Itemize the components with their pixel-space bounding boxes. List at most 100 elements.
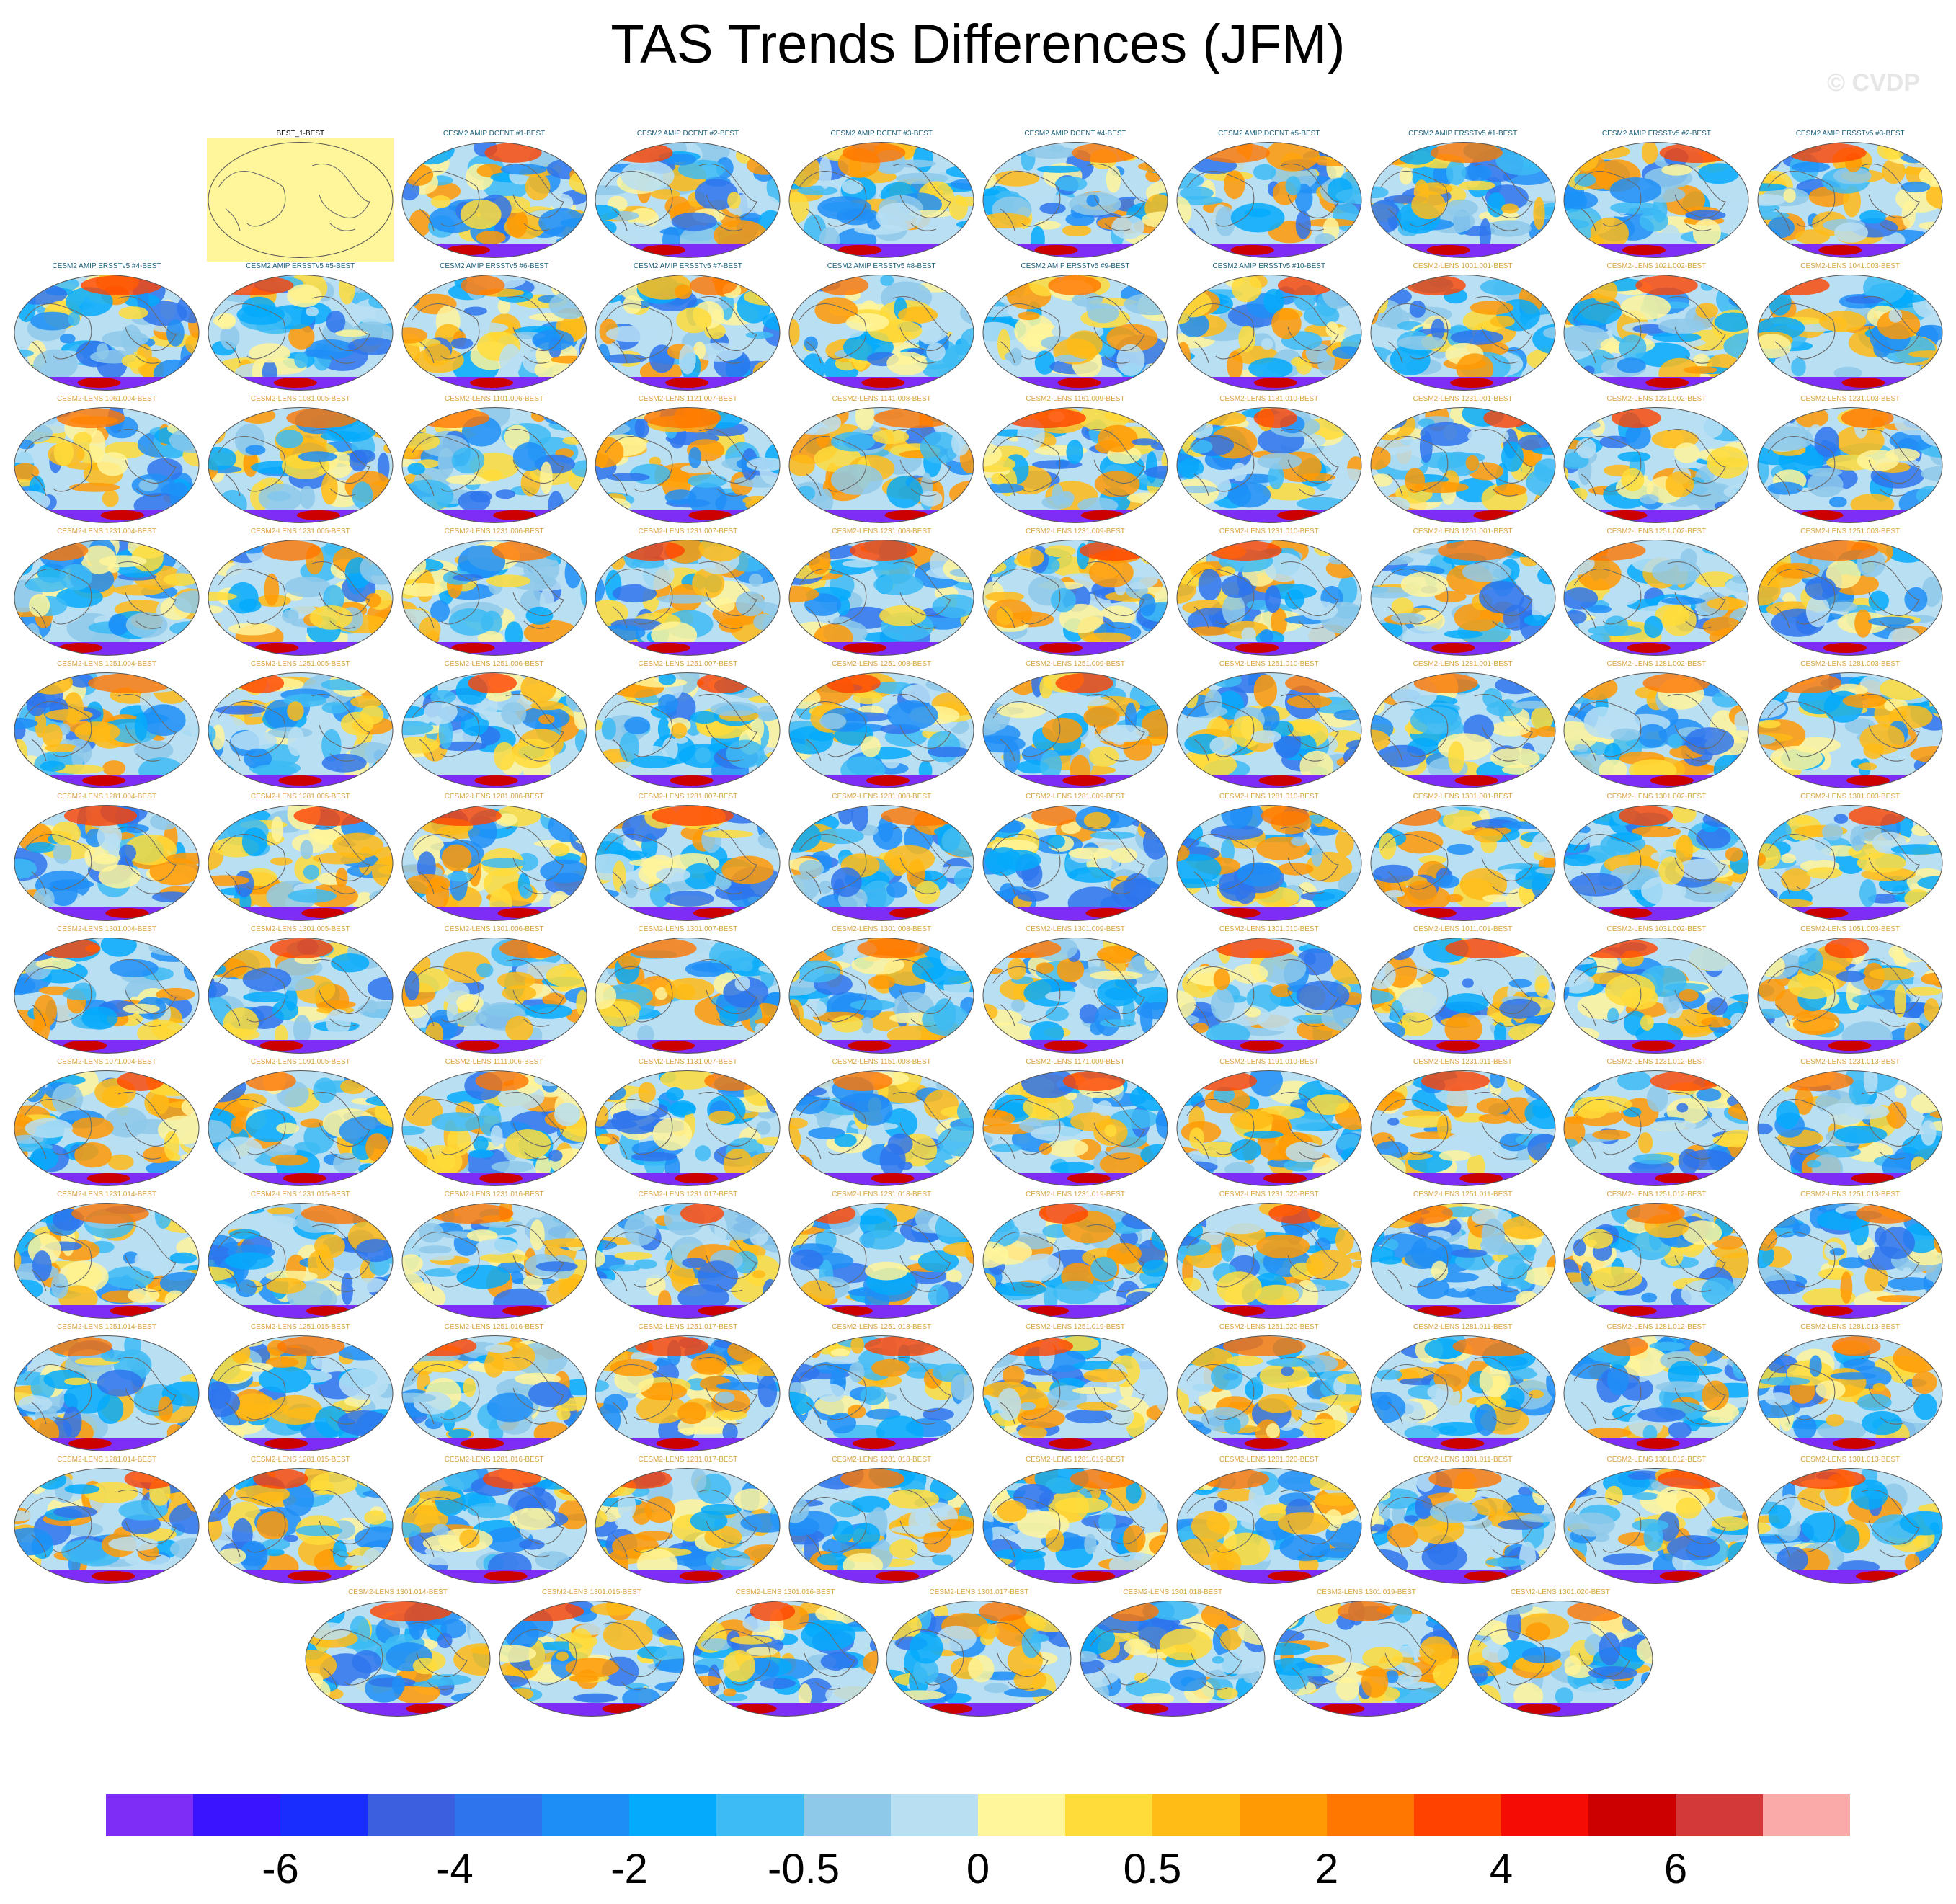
global-map — [595, 407, 781, 523]
global-map — [401, 540, 587, 656]
panel-title: CESM2-LENS 1001.001-BEST — [1413, 262, 1513, 270]
map-panel: CESM2-LENS 1171.009-BEST — [979, 1058, 1172, 1191]
global-map — [14, 1335, 200, 1451]
global-map — [1563, 672, 1749, 788]
map-panel: CESM2-LENS 1231.020-BEST — [1173, 1191, 1366, 1324]
global-map — [982, 672, 1168, 788]
global-map — [14, 407, 200, 523]
global-map — [1563, 1203, 1749, 1319]
panel-title: CESM2-LENS 1281.015-BEST — [250, 1456, 350, 1464]
panel-title: CESM2-LENS 1081.005-BEST — [250, 395, 350, 403]
global-map — [1176, 1335, 1362, 1451]
map-panel: CESM2-LENS 1251.019-BEST — [979, 1323, 1172, 1456]
colorbar — [106, 1794, 1850, 1836]
panel-title: CESM2-LENS 1231.014-BEST — [57, 1191, 156, 1198]
global-map — [1176, 672, 1362, 788]
panel-title: CESM2-LENS 1251.019-BEST — [1026, 1323, 1125, 1331]
global-map — [595, 275, 781, 391]
global-map — [982, 1335, 1168, 1451]
map-panel: CESM2-LENS 1111.006-BEST — [398, 1058, 591, 1191]
map-panel: CESM2 AMIP ERSSTv5 #6-BEST — [398, 262, 591, 396]
global-map — [982, 1203, 1168, 1319]
map-panel: CESM2-LENS 1251.020-BEST — [1173, 1323, 1366, 1456]
global-map — [1176, 142, 1362, 258]
panel-title: CESM2-LENS 1281.003-BEST — [1800, 660, 1901, 668]
global-map — [595, 805, 781, 921]
map-panel: CESM2-LENS 1081.005-BEST — [204, 395, 397, 528]
panel-title: CESM2-LENS 1281.009-BEST — [1026, 793, 1125, 801]
panel-title: CESM2-LENS 1231.013-BEST — [1800, 1058, 1901, 1066]
global-map — [401, 1203, 587, 1319]
colorbar-labels: -6 -4 -2 -0.5 0 0.5 2 4 6 — [0, 1845, 1956, 1903]
map-panel: CESM2-LENS 1231.010-BEST — [1173, 528, 1366, 661]
global-map — [788, 142, 974, 258]
map-panel: CESM2-LENS 1281.001-BEST — [1366, 660, 1560, 793]
panel-title: CESM2-LENS 1251.015-BEST — [250, 1323, 350, 1331]
map-panel: CESM2-LENS 1231.012-BEST — [1560, 1058, 1753, 1191]
map-panel: CESM2-LENS 1231.002-BEST — [1560, 395, 1753, 528]
map-panel: CESM2 AMIP ERSSTv5 #1-BEST — [1366, 130, 1560, 263]
map-panel: CESM2-LENS 1281.012-BEST — [1560, 1323, 1753, 1456]
global-map — [1176, 275, 1362, 391]
panel-title: CESM2-LENS 1251.013-BEST — [1800, 1191, 1901, 1198]
panel-title: CESM2-LENS 1301.015-BEST — [541, 1588, 641, 1596]
panel-title: CESM2-LENS 1281.013-BEST — [1800, 1323, 1901, 1331]
panel-title: CESM2-LENS 1151.008-BEST — [832, 1058, 931, 1066]
global-map — [595, 1203, 781, 1319]
map-panel: CESM2-LENS 1041.003-BEST — [1753, 262, 1947, 396]
panel-title: CESM2-LENS 1231.006-BEST — [444, 528, 544, 535]
global-map — [1757, 142, 1943, 258]
panel-title: CESM2-LENS 1251.001-BEST — [1413, 528, 1513, 535]
global-map — [595, 1468, 781, 1584]
panel-title: CESM2 AMIP DCENT #3-BEST — [830, 130, 933, 138]
panel-title: CESM2 AMIP ERSSTv5 #2-BEST — [1601, 130, 1711, 138]
panel-title: CESM2-LENS 1301.016-BEST — [735, 1588, 835, 1596]
colorbar-swatch — [280, 1794, 368, 1836]
panel-title: CESM2-LENS 1301.002-BEST — [1606, 793, 1707, 801]
map-panel: CESM2-LENS 1231.016-BEST — [398, 1191, 591, 1324]
global-map — [14, 1468, 200, 1584]
global-map — [499, 1601, 685, 1717]
colorbar-tick-label: 6 — [1663, 1846, 1688, 1892]
map-panel: CESM2-LENS 1131.007-BEST — [591, 1058, 784, 1191]
map-panel: CESM2-LENS 1301.001-BEST — [1366, 793, 1560, 926]
global-map — [1757, 1070, 1943, 1186]
map-panel: CESM2-LENS 1231.005-BEST — [204, 528, 397, 661]
global-map — [788, 938, 974, 1054]
global-map — [595, 938, 781, 1054]
map-panel: CESM2-LENS 1281.020-BEST — [1173, 1456, 1366, 1589]
global-map — [788, 1468, 974, 1584]
map-panel: CESM2-LENS 1251.011-BEST — [1366, 1191, 1560, 1324]
map-panel: CESM2-LENS 1301.018-BEST — [1076, 1588, 1269, 1722]
map-panel: CESM2-LENS 1251.010-BEST — [1173, 660, 1366, 793]
panel-title: CESM2-LENS 1231.019-BEST — [1026, 1191, 1125, 1198]
map-panel: CESM2-LENS 1161.009-BEST — [979, 395, 1172, 528]
panel-title: CESM2 AMIP ERSSTv5 #5-BEST — [246, 262, 355, 270]
map-panel: CESM2-LENS 1281.015-BEST — [204, 1456, 397, 1589]
panel-title: CESM2-LENS 1301.001-BEST — [1413, 793, 1513, 801]
panel-title: CESM2-LENS 1301.014-BEST — [348, 1588, 448, 1596]
panel-title: CESM2-LENS 1231.009-BEST — [1026, 528, 1125, 535]
global-map — [1757, 1335, 1943, 1451]
global-map — [401, 1070, 587, 1186]
map-panel: CESM2-LENS 1251.003-BEST — [1753, 528, 1947, 661]
colorbar-swatch — [716, 1794, 804, 1836]
panel-title: CESM2 AMIP DCENT #4-BEST — [1024, 130, 1126, 138]
panel-title: CESM2 AMIP ERSSTv5 #9-BEST — [1021, 262, 1130, 270]
panel-title: CESM2-LENS 1011.001-BEST — [1413, 925, 1513, 933]
global-map — [1370, 672, 1556, 788]
panel-title: CESM2-LENS 1121.007-BEST — [638, 395, 737, 403]
panel-title: CESM2-LENS 1231.016-BEST — [444, 1191, 544, 1198]
panel-title: CESM2-LENS 1251.017-BEST — [638, 1323, 738, 1331]
global-map — [1757, 805, 1943, 921]
map-panel: CESM2-LENS 1301.017-BEST — [882, 1588, 1075, 1722]
map-panel: CESM2-LENS 1301.020-BEST — [1464, 1588, 1657, 1722]
panel-title: CESM2-LENS 1101.006-BEST — [445, 395, 544, 403]
map-panel: CESM2-LENS 1251.015-BEST — [204, 1323, 397, 1456]
panel-title: CESM2-LENS 1231.002-BEST — [1606, 395, 1707, 403]
global-map — [1370, 1203, 1556, 1319]
panel-title: CESM2-LENS 1301.013-BEST — [1800, 1456, 1901, 1464]
global-map — [208, 1468, 394, 1584]
global-map — [982, 142, 1168, 258]
map-panel: CESM2-LENS 1061.004-BEST — [10, 395, 203, 528]
